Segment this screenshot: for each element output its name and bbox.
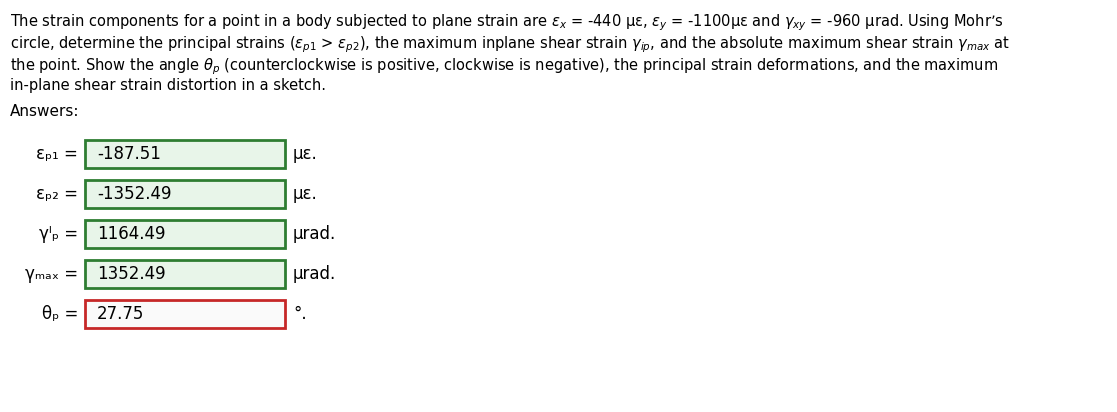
Text: °.: °. bbox=[293, 305, 307, 323]
Text: θₚ =: θₚ = bbox=[41, 305, 78, 323]
Text: -187.51: -187.51 bbox=[97, 145, 161, 163]
Text: -1352.49: -1352.49 bbox=[97, 185, 172, 203]
Text: εₚ₂ =: εₚ₂ = bbox=[36, 185, 78, 203]
Text: με.: με. bbox=[293, 145, 317, 163]
Text: γᴵₚ =: γᴵₚ = bbox=[39, 225, 78, 243]
Text: μrad.: μrad. bbox=[293, 225, 336, 243]
FancyBboxPatch shape bbox=[85, 220, 285, 248]
FancyBboxPatch shape bbox=[85, 140, 285, 168]
Text: 27.75: 27.75 bbox=[97, 305, 144, 323]
Text: the point. Show the angle $\theta_p$ (counterclockwise is positive, clockwise is: the point. Show the angle $\theta_p$ (co… bbox=[10, 56, 999, 77]
Text: εₚ₁ =: εₚ₁ = bbox=[36, 145, 78, 163]
FancyBboxPatch shape bbox=[85, 300, 285, 328]
Text: με.: με. bbox=[293, 185, 317, 203]
Text: circle, determine the principal strains ($\varepsilon_{p1}$ > $\varepsilon_{p2}$: circle, determine the principal strains … bbox=[10, 34, 1010, 55]
Text: μrad.: μrad. bbox=[293, 265, 336, 283]
FancyBboxPatch shape bbox=[85, 260, 285, 288]
Text: Answers:: Answers: bbox=[10, 104, 79, 119]
Text: 1164.49: 1164.49 bbox=[97, 225, 165, 243]
Text: The strain components for a point in a body subjected to plane strain are $\vare: The strain components for a point in a b… bbox=[10, 12, 1004, 33]
Text: γₘₐₓ =: γₘₐₓ = bbox=[25, 265, 78, 283]
Text: in-plane shear strain distortion in a sketch.: in-plane shear strain distortion in a sk… bbox=[10, 78, 326, 93]
FancyBboxPatch shape bbox=[85, 180, 285, 208]
Text: 1352.49: 1352.49 bbox=[97, 265, 165, 283]
